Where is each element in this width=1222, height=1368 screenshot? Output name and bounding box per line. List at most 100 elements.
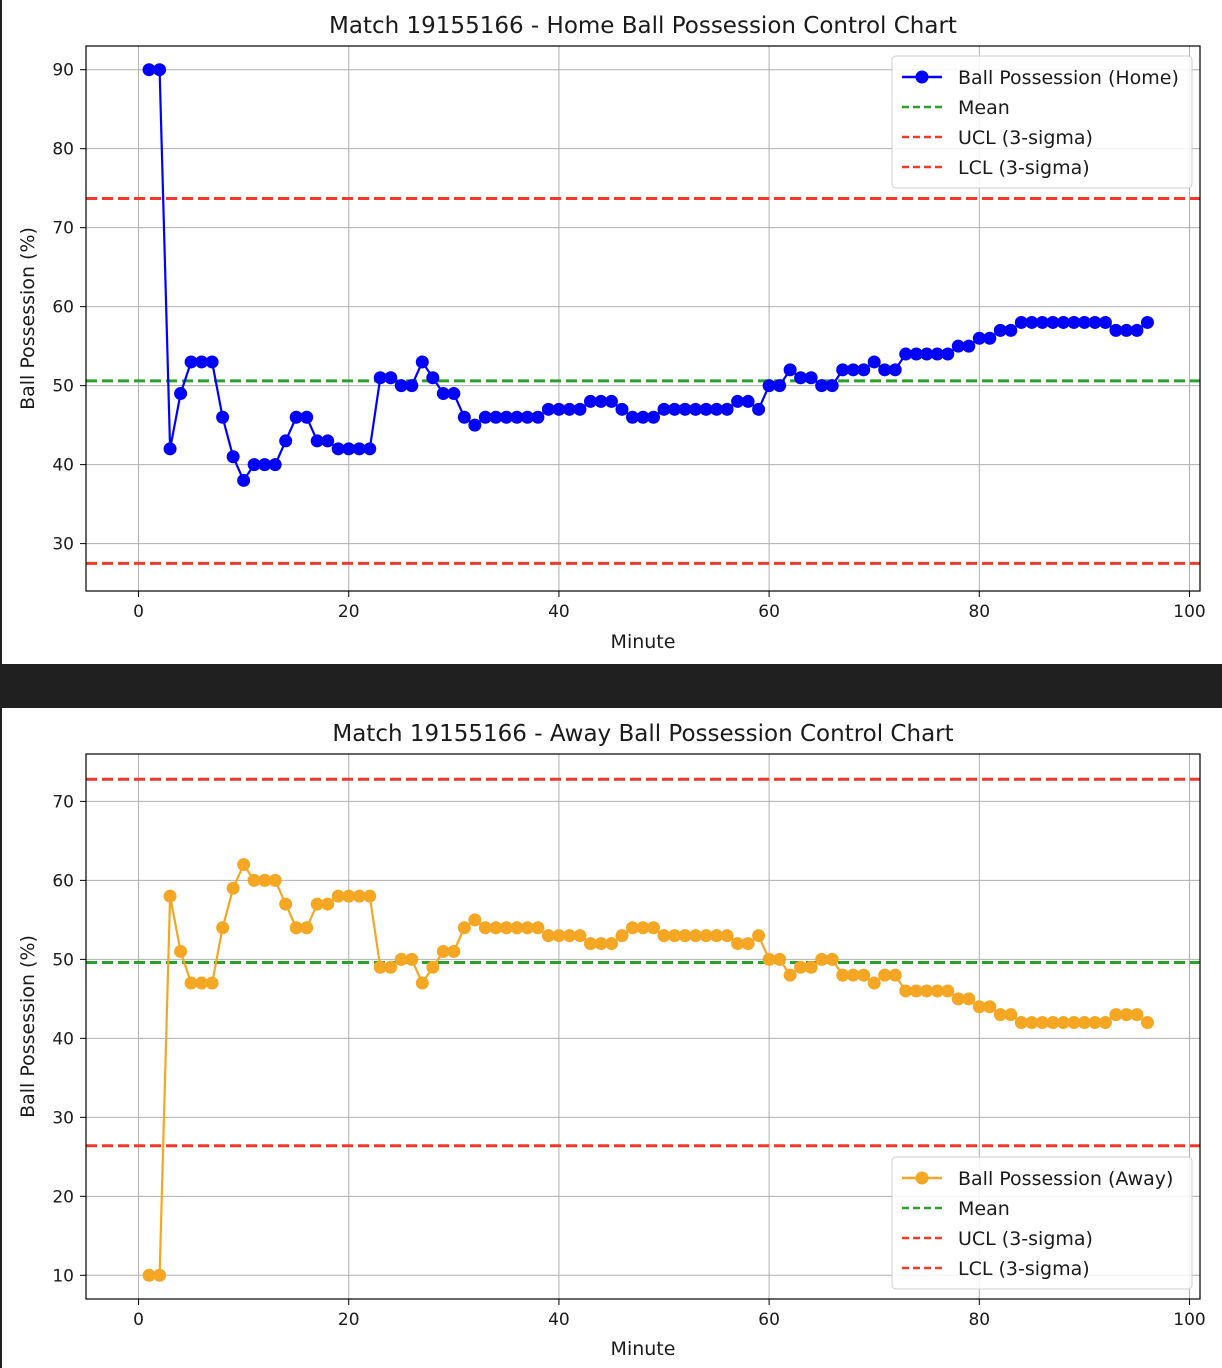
home-data-point — [689, 402, 703, 416]
home-x-tick-label: 40 — [548, 602, 570, 622]
away-data-point — [447, 944, 461, 958]
away-data-point — [1140, 1016, 1154, 1030]
home-data-point — [499, 410, 513, 424]
away-data-point — [899, 984, 913, 998]
home-data-point — [1056, 315, 1070, 329]
away-data-point — [384, 960, 398, 974]
home-data-point — [710, 402, 724, 416]
away-data-point — [878, 968, 892, 982]
home-data-point — [1077, 315, 1091, 329]
away-data-point — [741, 937, 755, 951]
home-data-point — [268, 458, 282, 472]
away-grid — [86, 754, 1200, 1299]
home-data-point — [783, 363, 797, 377]
home-data-point — [1098, 315, 1112, 329]
home-data-point — [920, 347, 934, 361]
away-data-point — [941, 984, 955, 998]
home-data-point — [993, 323, 1007, 337]
away-x-tick-label: 20 — [338, 1310, 360, 1330]
home-data-point — [615, 402, 629, 416]
away-data-point — [972, 1000, 986, 1014]
away-chart-panel: Match 19155166 - Away Ball Possession Co… — [2, 708, 1222, 1368]
away-data-point — [247, 873, 261, 887]
away-data-point — [825, 952, 839, 966]
home-y-tick-label: 80 — [52, 140, 74, 160]
away-data-point — [468, 913, 482, 927]
home-data-point — [520, 410, 534, 424]
home-data-point — [426, 371, 440, 385]
home-data-point — [205, 355, 219, 369]
away-data-point — [689, 929, 703, 943]
home-data-point — [1130, 323, 1144, 337]
home-data-point — [142, 63, 156, 77]
away-y-tick-label: 10 — [52, 1266, 74, 1286]
away-data-point — [1088, 1016, 1102, 1030]
home-data-point — [594, 394, 608, 408]
away-data-point — [636, 921, 650, 935]
away-legend-label: UCL (3-sigma) — [958, 1228, 1093, 1250]
away-data-point — [951, 992, 965, 1006]
away-data-point — [352, 889, 366, 903]
home-data-point — [289, 410, 303, 424]
home-legend: Ball Possession (Home) Mean UCL (3-sigma) L… — [891, 55, 1193, 189]
away-data-point — [573, 929, 587, 943]
home-data-point — [415, 355, 429, 369]
away-data-point — [804, 960, 818, 974]
home-data-point — [668, 402, 682, 416]
home-y-tick-label: 90 — [52, 61, 74, 81]
home-data-point — [647, 410, 661, 424]
away-x-tick-label: 40 — [548, 1310, 570, 1330]
home-data-point — [1119, 323, 1133, 337]
away-data-point — [174, 944, 188, 958]
away-data-point — [153, 1268, 167, 1282]
home-data-point — [625, 410, 639, 424]
away-plot-frame — [85, 753, 1201, 1300]
home-legend-marker-swatch — [915, 70, 929, 84]
away-data-point — [699, 929, 713, 943]
away-legend-marker-swatch — [915, 1171, 929, 1185]
away-data-point — [920, 984, 934, 998]
home-data-point — [731, 394, 745, 408]
away-data-point — [1035, 1016, 1049, 1030]
home-data-point — [300, 410, 314, 424]
away-data-point — [1025, 1016, 1039, 1030]
away-data-point — [552, 929, 566, 943]
away-data-point — [163, 889, 177, 903]
away-data-point — [457, 921, 471, 935]
home-data-point — [531, 410, 545, 424]
home-data-point — [657, 402, 671, 416]
away-x-tick-label: 80 — [968, 1310, 990, 1330]
home-data-point — [794, 371, 808, 385]
away-data-point — [499, 921, 513, 935]
away-data-point — [867, 976, 881, 990]
away-data-point — [205, 976, 219, 990]
home-plot-frame — [85, 45, 1201, 592]
away-data-point — [888, 968, 902, 982]
home-data-point — [941, 347, 955, 361]
home-data-point — [342, 442, 356, 456]
away-data-point — [226, 881, 240, 895]
away-data-point — [331, 889, 345, 903]
home-possession-chart: Match 19155166 - Home Ball Possession Co… — [17, 13, 1206, 653]
home-y-axis-label: Ball Possession (%) — [17, 227, 39, 410]
home-data-point — [741, 394, 755, 408]
away-y-tick-label: 70 — [52, 792, 74, 812]
away-legend-box — [891, 1156, 1193, 1290]
away-data-point — [363, 889, 377, 903]
home-data-point — [195, 355, 209, 369]
away-data-point — [1077, 1016, 1091, 1030]
away-y-tick-label: 50 — [52, 950, 74, 970]
away-data-point — [594, 937, 608, 951]
home-data-point — [216, 410, 230, 424]
away-x-tick-label: 100 — [1173, 1310, 1205, 1330]
away-data-point — [1067, 1016, 1081, 1030]
away-possession-chart: Match 19155166 - Away Ball Possession Co… — [17, 721, 1206, 1360]
away-legend-label: LCL (3-sigma) — [958, 1258, 1090, 1280]
away-x-tick-label: 0 — [133, 1310, 144, 1330]
away-data-point — [195, 976, 209, 990]
home-data-point — [1014, 315, 1028, 329]
home-data-point — [867, 355, 881, 369]
away-y-tick-label: 60 — [52, 871, 74, 891]
away-data-point — [1098, 1016, 1112, 1030]
home-x-tick-label: 80 — [968, 602, 990, 622]
